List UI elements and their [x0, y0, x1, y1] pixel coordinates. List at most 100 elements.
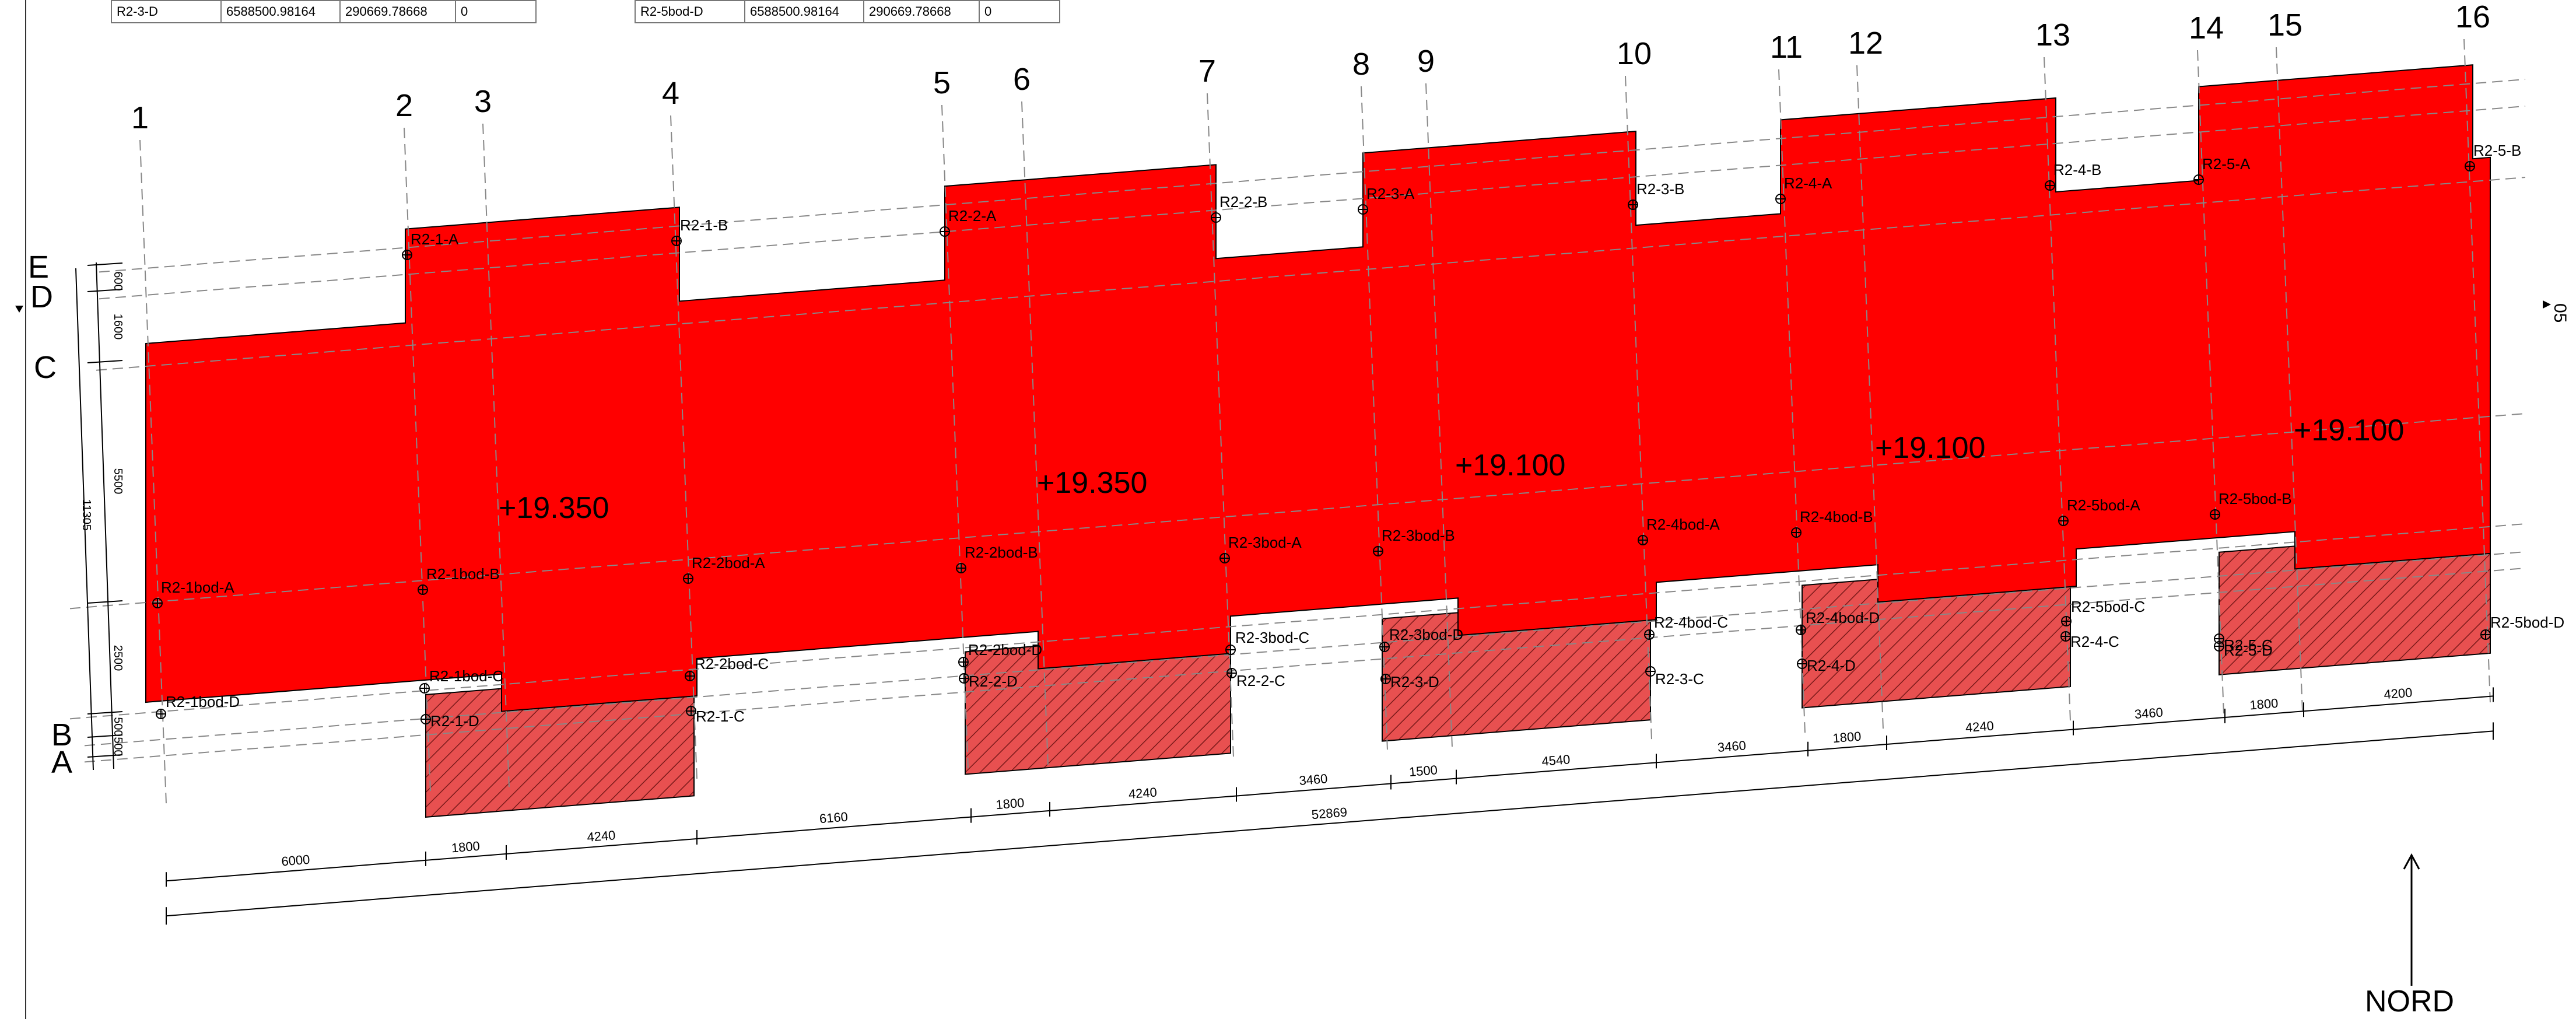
- survey-point-label: R2-3bod-C: [1235, 629, 1309, 646]
- point-id-cell: R2-5bod-D: [635, 0, 745, 23]
- survey-point-label: R2-5bod-A: [2067, 496, 2140, 514]
- grid-col-label-3: 3: [474, 84, 492, 119]
- survey-point-label: R2-4bod-A: [1646, 516, 1720, 533]
- gridline-col-8: [1361, 86, 1388, 751]
- dimension-value: 1500: [1408, 762, 1438, 779]
- survey-point: R2-5-D: [2214, 641, 2273, 659]
- dimension-line-total: [166, 730, 2494, 917]
- survey-point-label: R2-1bod-B: [426, 565, 500, 583]
- survey-point-label: R2-3bod-D: [1389, 626, 1463, 643]
- gridline-row-D: [99, 106, 2526, 300]
- survey-point: R2-4-D: [1797, 657, 1856, 674]
- survey-point-label: R2-3-D: [1390, 673, 1439, 691]
- gridline-col-1: [139, 139, 167, 804]
- survey-point: R2-3bod-D: [1379, 626, 1463, 652]
- dimension-line-left-total: [75, 268, 94, 771]
- dimension-tick-left: [87, 360, 123, 363]
- dimension-line-chain: [166, 695, 2494, 882]
- level-label: +19.350: [499, 491, 609, 525]
- survey-point-label: R2-4-A: [1784, 174, 1832, 192]
- survey-point-label: R2-4-B: [2053, 161, 2101, 178]
- dimension-value: 6160: [819, 809, 849, 826]
- north-label: NORD: [2365, 985, 2454, 1018]
- survey-point-label: R2-5bod-D: [2490, 614, 2564, 631]
- survey-point: R2-4bod-A: [1638, 516, 1720, 545]
- dimension-value: 3460: [1717, 738, 1747, 755]
- dimension-value: 3460: [2134, 705, 2164, 722]
- survey-point-label: R2-2bod-B: [965, 544, 1038, 561]
- coordinate-table-left: R2-3-D 6588500.98164 290669.78668 0: [111, 0, 537, 23]
- dimension-line-left-inner: [96, 262, 114, 769]
- dimension-value: 4540: [1541, 752, 1571, 769]
- section-marker-label: 05: [2550, 303, 2570, 323]
- survey-point: R2-4bod-C: [1644, 614, 1728, 640]
- grid-col-label-14: 14: [2189, 10, 2224, 45]
- survey-point-label: R2-3-A: [1366, 185, 1415, 202]
- survey-point-label: R2-5-D: [2224, 642, 2273, 659]
- survey-point: R2-1bod-C: [419, 667, 503, 694]
- grid-col-label-6: 6: [1013, 62, 1031, 97]
- dimension-value: 4240: [1965, 718, 1995, 735]
- grid-col-label-8: 8: [1352, 47, 1370, 82]
- elevation-cell: 0: [455, 0, 537, 23]
- survey-point: R2-3-A: [1358, 185, 1415, 215]
- grid-col-label-16: 16: [2455, 0, 2490, 34]
- survey-point: R2-1bod-B: [418, 565, 500, 595]
- table-row: R2-5bod-D 6588500.98164 290669.78668 0: [635, 0, 1060, 23]
- grid-col-label-2: 2: [395, 88, 413, 123]
- survey-point: R2-2-C: [1226, 668, 1285, 689]
- gridline-col-13: [2044, 57, 2071, 722]
- survey-point-label: R2-5-B: [2473, 142, 2521, 159]
- gridline-mid-1: [69, 413, 2526, 610]
- survey-point-label: R2-1-B: [680, 216, 728, 234]
- dimension-left-value: 500: [111, 717, 124, 736]
- grid-col-label-7: 7: [1198, 54, 1216, 89]
- survey-point: R2-4-A: [1775, 174, 1832, 204]
- grid-col-label-4: 4: [662, 76, 679, 111]
- dimension-value: 1800: [996, 795, 1025, 812]
- dimension-left-value: 500: [111, 737, 124, 756]
- survey-point-label: R2-5bod-C: [2071, 598, 2145, 615]
- survey-point: R2-1-D: [420, 712, 479, 730]
- survey-point: R2-1bod-D: [156, 693, 240, 719]
- point-id-cell: R2-3-D: [111, 0, 222, 23]
- dimension-tick-left: [87, 734, 123, 738]
- survey-point-label: R2-1bod-C: [429, 667, 503, 685]
- survey-point: R2-4bod-B: [1791, 508, 1873, 538]
- survey-point: R2-2bod-C: [685, 655, 769, 681]
- survey-point: R2-1-C: [686, 706, 745, 725]
- grid-row-label-A: A: [51, 745, 72, 780]
- survey-point: R2-3-B: [1628, 180, 1684, 210]
- survey-point-label: R2-3-B: [1636, 180, 1684, 198]
- easting-cell: 290669.78668: [863, 0, 980, 23]
- survey-point-label: R2-1-C: [696, 708, 745, 725]
- gridline-col-6: [1021, 101, 1049, 766]
- dimension-value: 3460: [1299, 771, 1329, 788]
- survey-point: R2-1-A: [402, 230, 459, 260]
- dimension-tick-left: [87, 754, 123, 758]
- dimension-layer: 6000 1800 4240 6160 1800 4240 3460 1500 4540 3460…: [75, 262, 2494, 925]
- dimension-value: 4200: [2384, 685, 2413, 702]
- survey-point-label: R2-3-C: [1655, 670, 1704, 688]
- level-label: +19.350: [1037, 466, 1147, 500]
- gridline-col-11: [1778, 69, 1806, 734]
- survey-point-label: R2-1-D: [430, 712, 479, 730]
- survey-point: R2-3-C: [1645, 666, 1704, 688]
- canopy-layer: [425, 530, 2491, 818]
- survey-point: R2-2bod-B: [956, 544, 1038, 573]
- gridline-col-7: [1207, 93, 1234, 758]
- dimension-left-value: 1600: [111, 314, 124, 340]
- dimension-value: 4240: [1128, 785, 1158, 801]
- grid-col-label-5: 5: [933, 65, 951, 100]
- dimension-value: 1800: [1832, 729, 1862, 745]
- survey-point: R2-5bod-B: [2210, 490, 2292, 520]
- dimension-left-value: 2500: [111, 645, 124, 671]
- level-label: +19.100: [1455, 449, 1565, 482]
- survey-point-label: R2-2bod-C: [695, 655, 769, 673]
- survey-point: R2-5-A: [2193, 155, 2251, 185]
- dimension-value: 1800: [2249, 696, 2279, 713]
- survey-point: R2-5bod-D: [2480, 614, 2564, 640]
- survey-point-label: R2-1bod-D: [166, 693, 240, 710]
- grid-col-label-13: 13: [2035, 17, 2070, 52]
